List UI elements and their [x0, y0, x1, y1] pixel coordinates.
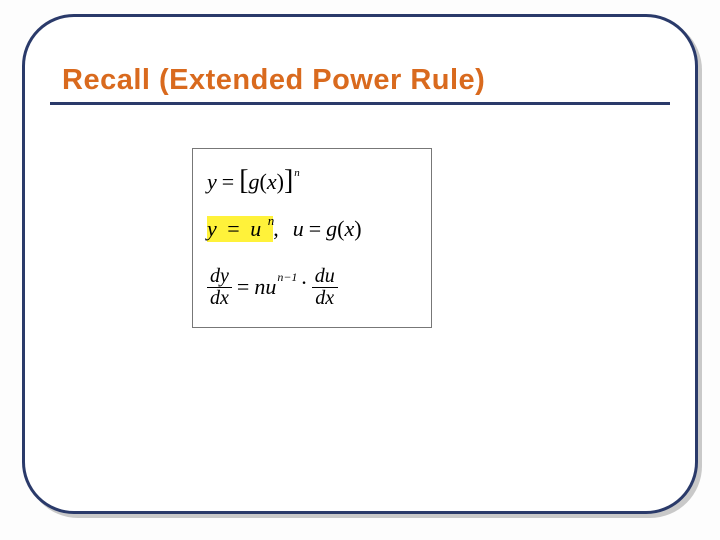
exponent-n-minus-1: n−1	[277, 270, 297, 285]
multiply-dot: ·	[296, 270, 311, 296]
exponent-n: n	[294, 167, 300, 179]
left-paren: (	[260, 169, 267, 195]
right-paren: )	[354, 216, 361, 242]
coef-n: n	[254, 274, 265, 300]
func-g: g	[249, 169, 260, 195]
var-x: x	[344, 216, 354, 242]
denominator-dx: dx	[312, 288, 337, 309]
fraction-du-dx: du dx	[312, 266, 338, 309]
title-underline	[50, 102, 670, 105]
right-paren: )	[277, 169, 284, 195]
left-bracket: [	[239, 165, 248, 197]
equals-sign: =	[222, 216, 244, 241]
comma: ,	[273, 216, 285, 242]
var-u: u	[293, 216, 304, 242]
var-y: y	[207, 169, 217, 195]
denominator-dx: dx	[207, 288, 232, 309]
numerator-dy: dy	[207, 266, 232, 288]
var-u: u	[250, 216, 261, 241]
equals-sign: =	[304, 216, 326, 242]
equation-line-2: y = u n , u = g ( x )	[207, 211, 417, 247]
right-bracket: ]	[284, 165, 293, 197]
var-u: u	[265, 274, 276, 300]
var-x: x	[267, 169, 277, 195]
equals-sign: =	[217, 169, 239, 195]
slide-title: Recall (Extended Power Rule)	[62, 64, 485, 97]
math-content-box: y = [ g ( x ) ] n y = u n , u = g ( x ) …	[192, 148, 432, 328]
highlighted-substitution: y = u n	[207, 216, 273, 242]
equals-sign: =	[232, 274, 254, 300]
equation-line-1: y = [ g ( x ) ] n	[207, 161, 417, 203]
exponent-n: n	[268, 213, 275, 228]
equation-line-3: dy dx = n u n−1 · du dx	[207, 261, 417, 313]
numerator-du: du	[312, 266, 338, 288]
fraction-dy-dx: dy dx	[207, 266, 232, 309]
func-g: g	[326, 216, 337, 242]
var-y: y	[207, 216, 217, 241]
